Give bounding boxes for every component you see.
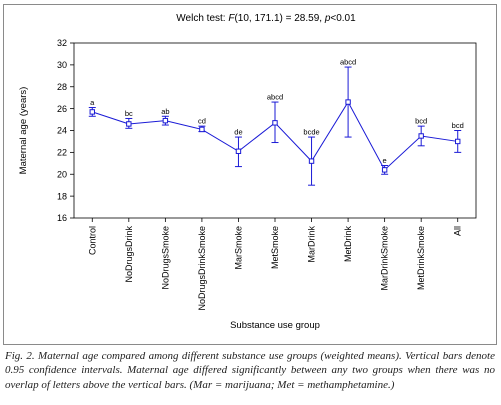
data-point [126,121,132,127]
y-tick-label: 16 [57,213,67,223]
group-letter-label: e [383,156,387,165]
data-point [381,167,388,173]
x-axis-label: Substance use group [230,320,320,331]
data-point [418,133,424,139]
y-tick-label: 32 [57,38,67,48]
group-letter-label: de [234,128,242,137]
group-letter-label: bc [125,109,133,118]
data-point [89,109,95,115]
data-point [308,158,315,164]
data-point [199,126,205,133]
y-tick-label: 28 [57,82,67,92]
group-letter-label: ab [161,107,169,116]
x-tick-label: MetSmoke [270,226,280,269]
x-tick-label: MarDrink [307,226,317,263]
data-point [345,99,351,105]
y-axis-label: Maternal age (years) [18,87,29,175]
data-point [455,138,461,145]
y-tick-label: 26 [57,104,67,114]
figure-frame: Welch test: F(10, 171.1) = 28.59, p<0.01… [3,4,497,345]
x-tick-label: MarSmoke [233,226,243,270]
data-point [235,148,242,154]
group-letter-label: cd [198,117,206,126]
title-suffix: <0.01 [330,13,356,24]
y-tick-label: 24 [57,126,67,136]
group-letter-label: bcd [415,117,427,126]
y-axis: 16 18 20 22 24 26 28 30 32 [57,38,74,223]
maternal-age-chart: Welch test: F(10, 171.1) = 28.59, p<0.01… [18,13,477,331]
y-tick-label: 18 [57,191,67,201]
chart-title: Welch test: F(10, 171.1) = 28.59, p<0.01 [176,13,356,24]
x-tick-label: MetDrink [343,226,353,263]
title-prefix: Welch test: [176,13,228,24]
x-tick-label: NoDrugsDrinkSmoke [197,226,207,311]
title-stat: F [228,13,235,24]
y-tick-label: 30 [57,60,67,70]
x-tick-label: MarDrinkSmoke [380,226,390,291]
title-df: (10, 171.1) = 28.59, [234,13,324,24]
y-tick-label: 22 [57,148,67,158]
x-tick-label: All [453,226,463,236]
title-p: p [324,13,331,24]
x-tick-label: Control [87,226,97,255]
x-axis: Control NoDrugsDrink NoDrugsSmoke NoDrugsDr… [87,218,463,311]
y-tick-label: 20 [57,169,67,179]
figure-caption: Fig. 2. Maternal age compared among diff… [5,350,495,391]
group-letter-label: a [90,98,95,107]
x-tick-label: NoDrugsDrink [124,226,134,283]
data-point [272,120,278,126]
x-tick-label: MetDrinkSmoke [416,226,426,290]
group-letter-label: bcde [303,128,319,137]
group-letter-label: bcd [452,121,464,130]
data-point [162,117,169,124]
group-letter-label: abcd [340,58,356,67]
group-letter-label: abcd [267,93,283,102]
x-tick-label: NoDrugsSmoke [160,226,170,290]
